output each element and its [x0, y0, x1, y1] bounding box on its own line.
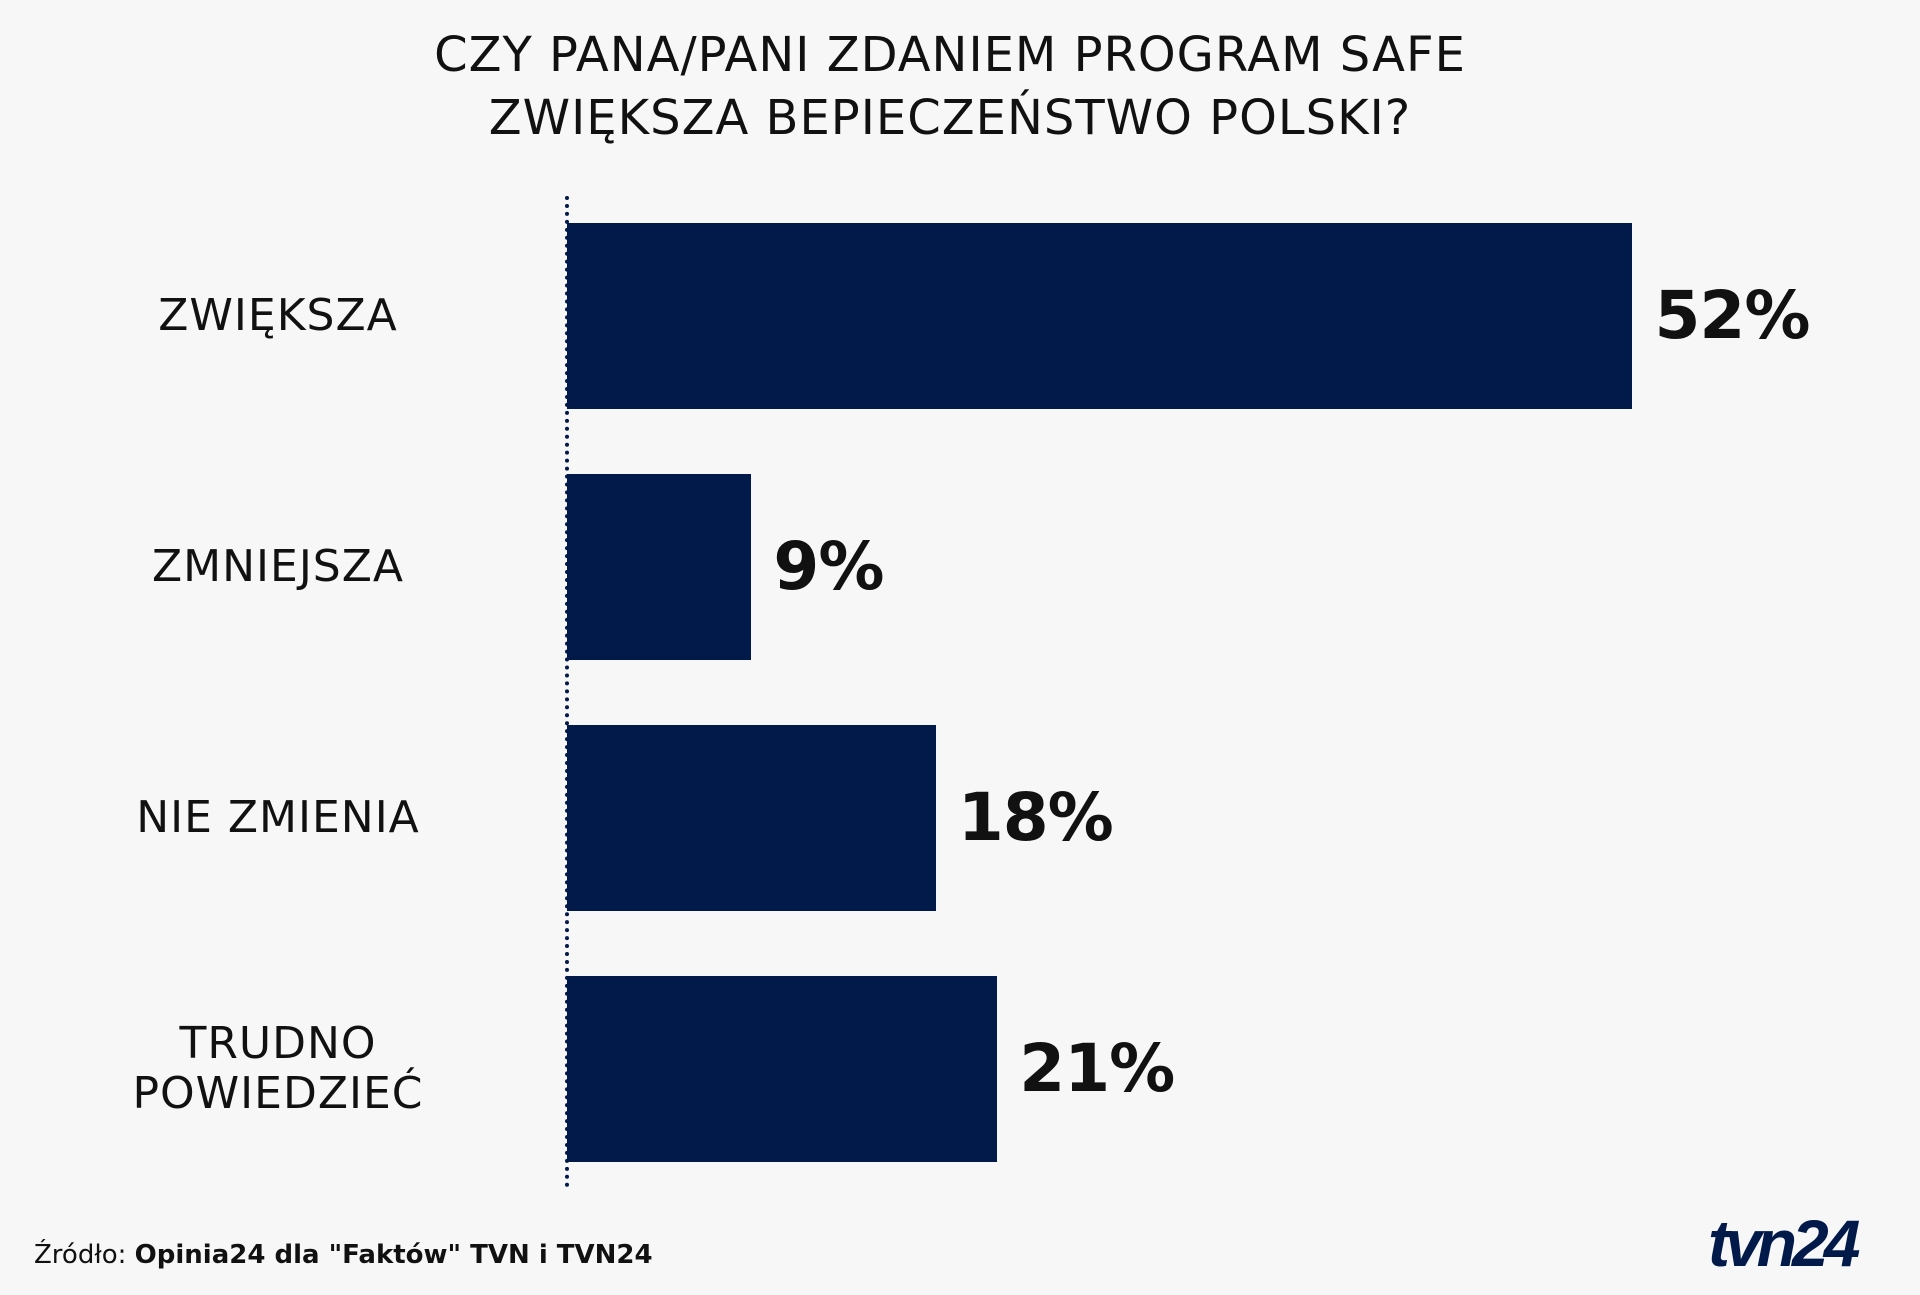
category-label: TRUDNO POWIEDZIEĆ: [60, 1019, 496, 1119]
chart-title: CZY PANA/PANI ZDANIEM PROGRAM SAFE ZWIĘK…: [0, 24, 1900, 150]
category-label: ZMNIEJSZA: [60, 542, 496, 592]
source-label: Źródło:: [34, 1240, 127, 1270]
data-label: 52%: [1654, 277, 1810, 354]
title-line-1: CZY PANA/PANI ZDANIEM PROGRAM SAFE: [434, 27, 1466, 83]
data-label: 21%: [1019, 1030, 1175, 1107]
category-label: NIE ZMIENIA: [60, 793, 496, 843]
data-label: 18%: [957, 779, 1114, 856]
category-label-line: POWIEDZIEĆ: [132, 1068, 424, 1119]
category-label: ZWIĘKSZA: [60, 291, 496, 341]
bar: [567, 474, 752, 660]
bar: [567, 976, 998, 1162]
title-line-2: ZWIĘKSZA BEPIECZEŃSTWO POLSKI?: [488, 90, 1412, 146]
category-label-line: NIE ZMIENIA: [136, 792, 420, 843]
category-label-line: ZWIĘKSZA: [158, 290, 398, 341]
bar: [567, 725, 936, 911]
category-label-line: TRUDNO: [179, 1018, 377, 1069]
tvn24-logo: tvn24: [1708, 1206, 1860, 1280]
category-label-line: ZMNIEJSZA: [152, 541, 404, 592]
source-text: Opinia24 dla "Faktów" TVN i TVN24: [134, 1240, 653, 1270]
data-label: 9%: [773, 528, 884, 605]
bar: [567, 223, 1633, 409]
source-note: Źródło: Opinia24 dla "Faktów" TVN i TVN2…: [34, 1240, 653, 1270]
baseline-axis: [565, 196, 569, 1188]
